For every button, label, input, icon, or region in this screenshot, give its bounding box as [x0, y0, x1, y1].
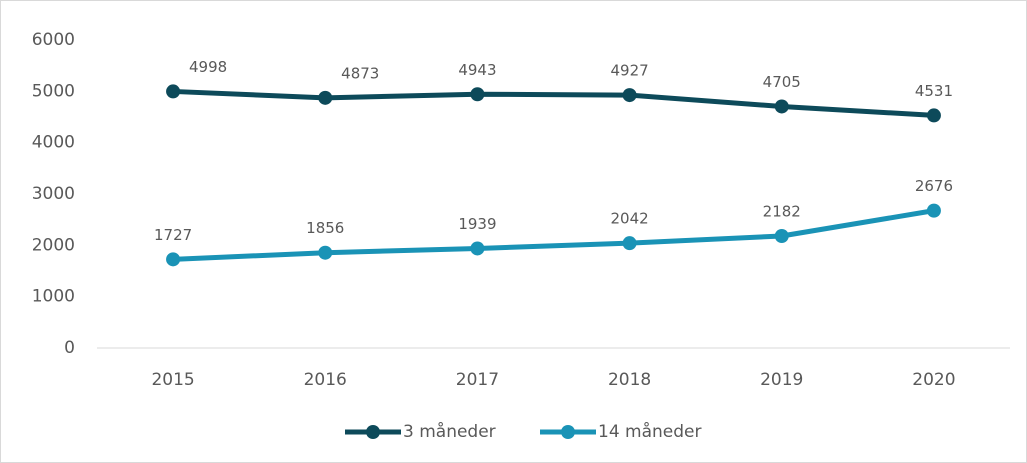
data-label: 2676 — [915, 177, 953, 195]
series-line — [172, 88, 935, 118]
y-tick-label: 1000 — [32, 287, 75, 307]
y-tick-label: 2000 — [32, 235, 75, 255]
data-point — [622, 88, 637, 103]
data-point — [926, 108, 941, 123]
data-label: 2182 — [763, 202, 801, 220]
x-tick-label: 2015 — [151, 370, 194, 390]
data-label: 4873 — [341, 64, 379, 82]
data-point — [470, 241, 485, 256]
y-tick-label: 4000 — [32, 133, 75, 153]
y-tick-label: 3000 — [32, 184, 75, 204]
data-label: 4531 — [915, 82, 953, 100]
x-tick-label: 2017 — [456, 370, 499, 390]
x-tick-label: 2020 — [912, 370, 955, 390]
y-tick-label: 5000 — [32, 81, 75, 101]
data-point — [166, 252, 181, 267]
data-point — [774, 228, 789, 243]
data-point — [926, 203, 941, 218]
legend-marker — [366, 425, 380, 439]
data-label: 4705 — [763, 73, 801, 91]
data-point — [774, 99, 789, 114]
data-point — [166, 84, 181, 99]
series-line — [172, 208, 935, 262]
data-point — [470, 87, 485, 102]
legend-label: 3 måneder — [403, 421, 496, 442]
x-tick-label: 2019 — [760, 370, 803, 390]
data-point — [622, 236, 637, 251]
data-point — [318, 245, 333, 260]
legend-label: 14 måneder — [598, 421, 702, 442]
y-tick-label: 6000 — [32, 30, 75, 50]
legend-marker — [561, 425, 575, 439]
data-label: 2042 — [610, 210, 648, 228]
data-label: 1856 — [306, 219, 344, 237]
data-point — [318, 90, 333, 105]
data-label: 4927 — [610, 62, 648, 80]
y-tick-label: 0 — [64, 338, 75, 358]
data-label: 4998 — [189, 58, 227, 76]
data-label: 1727 — [154, 226, 192, 244]
data-label: 1939 — [458, 215, 496, 233]
data-label: 4943 — [458, 61, 496, 79]
x-tick-label: 2016 — [304, 370, 347, 390]
x-tick-label: 2018 — [608, 370, 651, 390]
